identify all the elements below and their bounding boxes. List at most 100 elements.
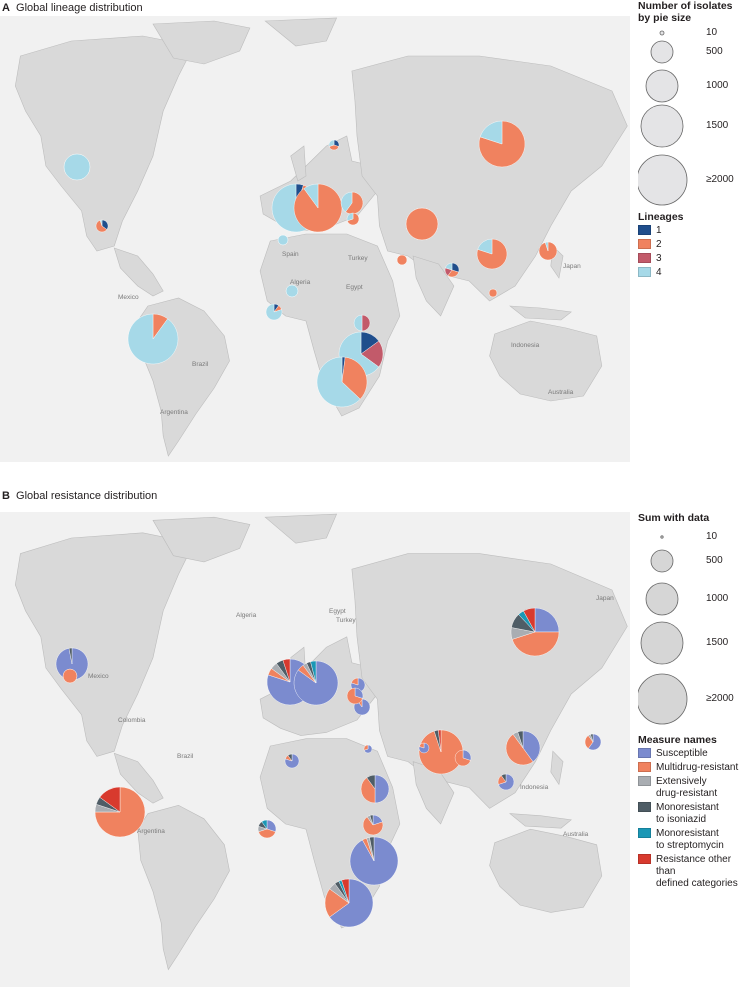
size-label: 1000 [706, 593, 729, 604]
measure-names-key: Susceptible Multidrug-resistant Extensivel… [638, 748, 750, 890]
pie-slice [488, 288, 498, 298]
pie-slice [501, 773, 507, 783]
legend-item: Monoresistant to streptomycin [638, 828, 750, 852]
legend-item: Susceptible [638, 748, 750, 760]
pie-slice [346, 687, 363, 705]
size-circle-icon [660, 535, 664, 539]
size-legend-row: 10 [638, 7, 750, 53]
pie-india [444, 262, 460, 278]
pie-slice [479, 120, 503, 145]
pie-peru [94, 786, 146, 838]
size-circle [638, 154, 688, 206]
country-label: Brazil [177, 753, 194, 760]
legend-label: 2 [656, 239, 662, 250]
size-legend-row: 1500 [638, 617, 750, 665]
legend-label: 3 [656, 253, 662, 264]
pie-belarus [340, 191, 364, 215]
pie-slice [544, 241, 549, 252]
legend-item: Extensively drug-resistant [638, 776, 750, 800]
pie-iran [418, 742, 430, 754]
map-svg-b: Colombia Brazil Argentina Mexico Algeria Egyp… [14, 513, 628, 971]
pie-iran [396, 254, 408, 266]
pie-slice [329, 878, 374, 928]
pie-slice [374, 774, 390, 804]
country-label: Colombia [118, 717, 146, 724]
size-label: 1500 [706, 120, 729, 131]
size-legend-a-title: Number of isolates by pie size [638, 0, 750, 24]
size-circle [659, 30, 665, 36]
land-shape [351, 553, 628, 809]
pie-slice [346, 212, 354, 222]
measure-names-key-title: Measure names [638, 734, 717, 746]
size-legend-a: Number of isolates by pie size 10 500 1000… [638, 0, 750, 279]
legend-item: Resistance other than defined categories [638, 854, 750, 890]
size-circle [650, 40, 674, 64]
pie-kazakhstan [405, 207, 439, 241]
size-circle [645, 69, 679, 103]
pie-georgia [346, 687, 364, 705]
land-shape [152, 516, 251, 563]
country-label: Egypt [346, 284, 363, 291]
pie-slice [282, 658, 291, 683]
land-shape [113, 752, 164, 804]
size-label: 10 [706, 27, 718, 38]
legend-label: Extensively drug-resistant [656, 776, 718, 799]
pie-slice [588, 733, 602, 751]
country-label: Turkey [348, 255, 368, 262]
pie-slice [366, 774, 376, 790]
pie-sweden [328, 139, 340, 151]
legend-item: 3 [638, 253, 750, 265]
pie-russia [478, 120, 526, 168]
land-shape [264, 513, 338, 544]
panel-a-letter: A [2, 2, 10, 14]
pie-india [497, 773, 515, 791]
pie-thailand [454, 749, 472, 767]
land-shape [550, 750, 564, 786]
legend-swatch [638, 776, 651, 786]
size-circle [640, 621, 684, 665]
pie-slice [68, 647, 73, 665]
pie-slice [511, 631, 560, 657]
legend-swatch [638, 267, 651, 277]
size-legend-row: 10 [638, 511, 750, 557]
pie-slice [285, 284, 299, 298]
land-shape [264, 17, 338, 47]
size-legend-row: 1500 [638, 100, 750, 148]
land-shape [14, 532, 195, 757]
land-shape [412, 255, 455, 317]
pie-malawi [349, 836, 399, 886]
pie-slice [316, 356, 361, 408]
size-label: 500 [706, 46, 723, 57]
pie-ethiopia [360, 774, 390, 804]
pie-germany [293, 183, 343, 233]
size-circle-icon [645, 582, 679, 616]
country-label: Indonesia [511, 342, 540, 349]
pie-kazakhstan [418, 729, 464, 775]
pie-slice [369, 836, 375, 862]
size-circle-icon [640, 621, 684, 665]
size-legend-row: ≥2000 [638, 673, 750, 725]
country-label: Japan [596, 595, 614, 602]
size-circle-icon [638, 154, 688, 206]
land-shape [137, 804, 230, 971]
pie-thailand [488, 288, 498, 298]
pie-slice [94, 786, 146, 838]
legend-item: 2 [638, 239, 750, 251]
size-circle-icon [659, 30, 665, 36]
size-legend-b: Sum with data 10 500 1000 1500 ≥2000 Measure… [638, 512, 750, 890]
pie-slice [341, 356, 368, 400]
pie-portugal [277, 234, 289, 246]
world-map-b: Colombia Brazil Argentina Mexico Algeria Egyp… [0, 512, 630, 987]
legend-label: Monoresistant to streptomycin [656, 828, 724, 851]
pie-slice [363, 744, 369, 751]
panel-b-title: B Global resistance distribution [2, 490, 157, 502]
land-shape [152, 20, 251, 65]
legend-swatch [638, 253, 651, 263]
pie-russia [510, 607, 560, 657]
pie-slice [590, 733, 594, 743]
pie-china [476, 238, 508, 270]
pie-slice [477, 238, 493, 255]
pie-usa [62, 668, 78, 684]
legend-swatch [638, 239, 651, 249]
land-shape [290, 145, 307, 182]
